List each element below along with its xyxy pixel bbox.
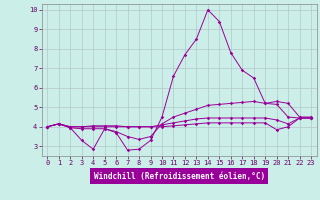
X-axis label: Windchill (Refroidissement éolien,°C): Windchill (Refroidissement éolien,°C) [94, 172, 265, 181]
